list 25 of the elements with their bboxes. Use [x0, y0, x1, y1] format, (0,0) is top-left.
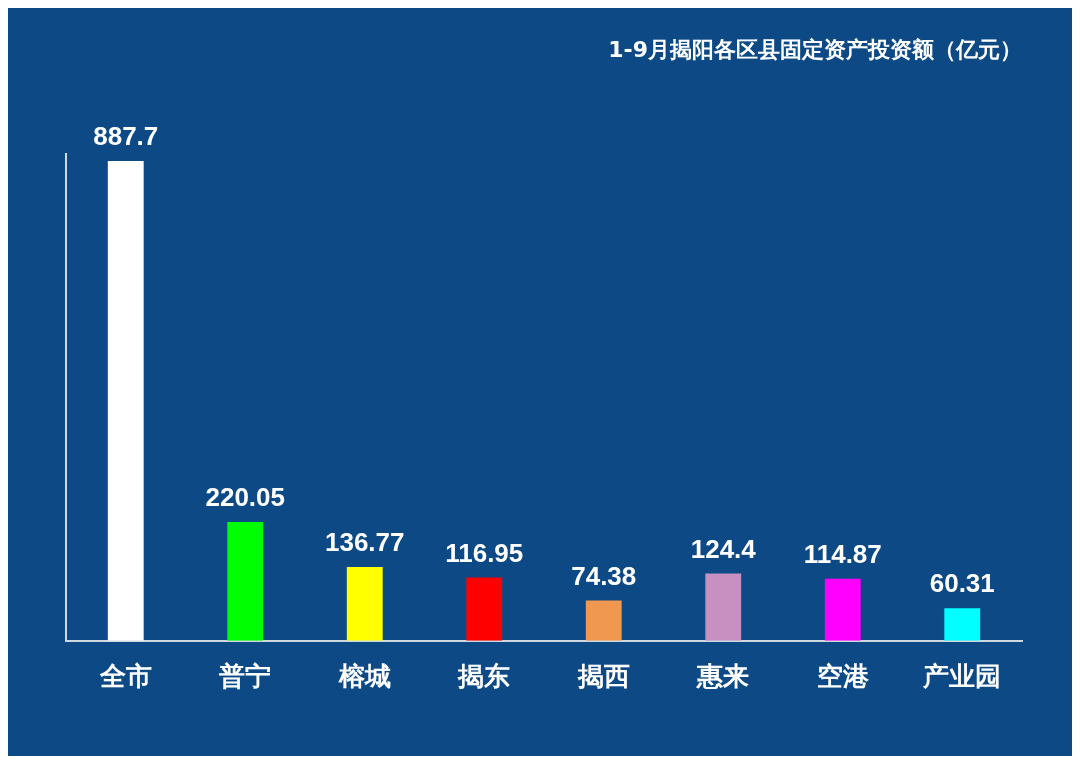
bar [824, 578, 861, 641]
x-tick-label: 榕城 [337, 661, 391, 692]
data-label: 124.4 [690, 533, 757, 564]
bar [585, 600, 622, 641]
data-label: 220.05 [205, 482, 286, 513]
chart-title: 1-9月揭阳各区县固定资产投资额（亿元） [608, 36, 1022, 62]
x-tick-label: 产业园 [922, 661, 1002, 692]
bar [705, 573, 742, 641]
x-tick-label: 揭西 [576, 661, 630, 692]
x-tick-label: 全市 [98, 661, 152, 692]
bar [346, 566, 383, 641]
data-label: 60.31 [929, 568, 995, 599]
data-label: 116.95 [445, 537, 524, 568]
data-label: 136.77 [324, 527, 405, 558]
data-label: 74.38 [571, 560, 637, 591]
x-tick-label: 普宁 [218, 661, 272, 692]
bar [466, 577, 503, 641]
x-tick-label: 揭东 [457, 661, 511, 692]
data-label: 114.87 [803, 538, 882, 569]
bar [944, 608, 981, 641]
data-label: 887.7 [93, 121, 159, 152]
x-tick-label: 空港 [816, 661, 870, 692]
bar [107, 161, 144, 641]
x-tick-label: 惠来 [696, 661, 750, 692]
bar [227, 521, 264, 641]
